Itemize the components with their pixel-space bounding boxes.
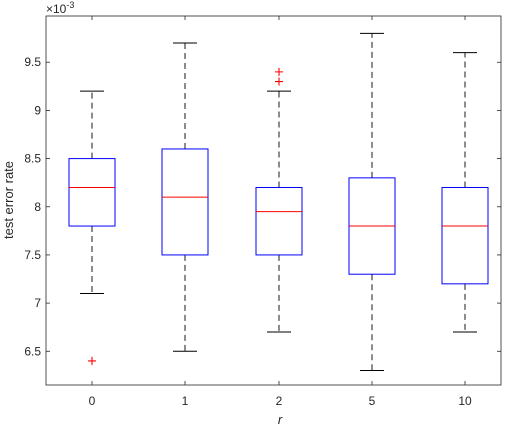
- box: [255, 186, 303, 256]
- x-tick-label: 10: [458, 394, 472, 408]
- y-tick-label: 7.5: [24, 248, 41, 262]
- box-group-10: [441, 52, 489, 333]
- x-tick-label: 5: [369, 394, 376, 408]
- y-tick-label: 9: [34, 103, 41, 117]
- x-axis-label: r: [278, 412, 283, 427]
- x-tick-label: 1: [182, 394, 189, 408]
- box: [441, 186, 489, 285]
- outlier-marker: [275, 67, 283, 76]
- box: [68, 158, 116, 227]
- y-tick-label: 6.5: [24, 344, 41, 358]
- box: [161, 148, 209, 256]
- x-tick-label: 2: [276, 394, 283, 408]
- exponent-label: ×10-3: [46, 0, 74, 16]
- outlier-marker: [275, 77, 283, 86]
- box-group-1: [161, 42, 209, 352]
- box-group-0: [68, 90, 116, 365]
- y-tick-label: 8.5: [24, 152, 41, 166]
- y-tick-label: 9.5: [24, 55, 41, 69]
- y-tick-label: 7: [34, 296, 41, 310]
- box-group-5: [348, 32, 396, 372]
- outlier-marker: [88, 356, 96, 365]
- y-axis-label: test error rate: [1, 161, 16, 239]
- y-tick-label: 8: [34, 200, 41, 214]
- plot-area: [45, 15, 502, 386]
- x-tick-label: 0: [89, 394, 96, 408]
- box-group-2: [255, 67, 303, 333]
